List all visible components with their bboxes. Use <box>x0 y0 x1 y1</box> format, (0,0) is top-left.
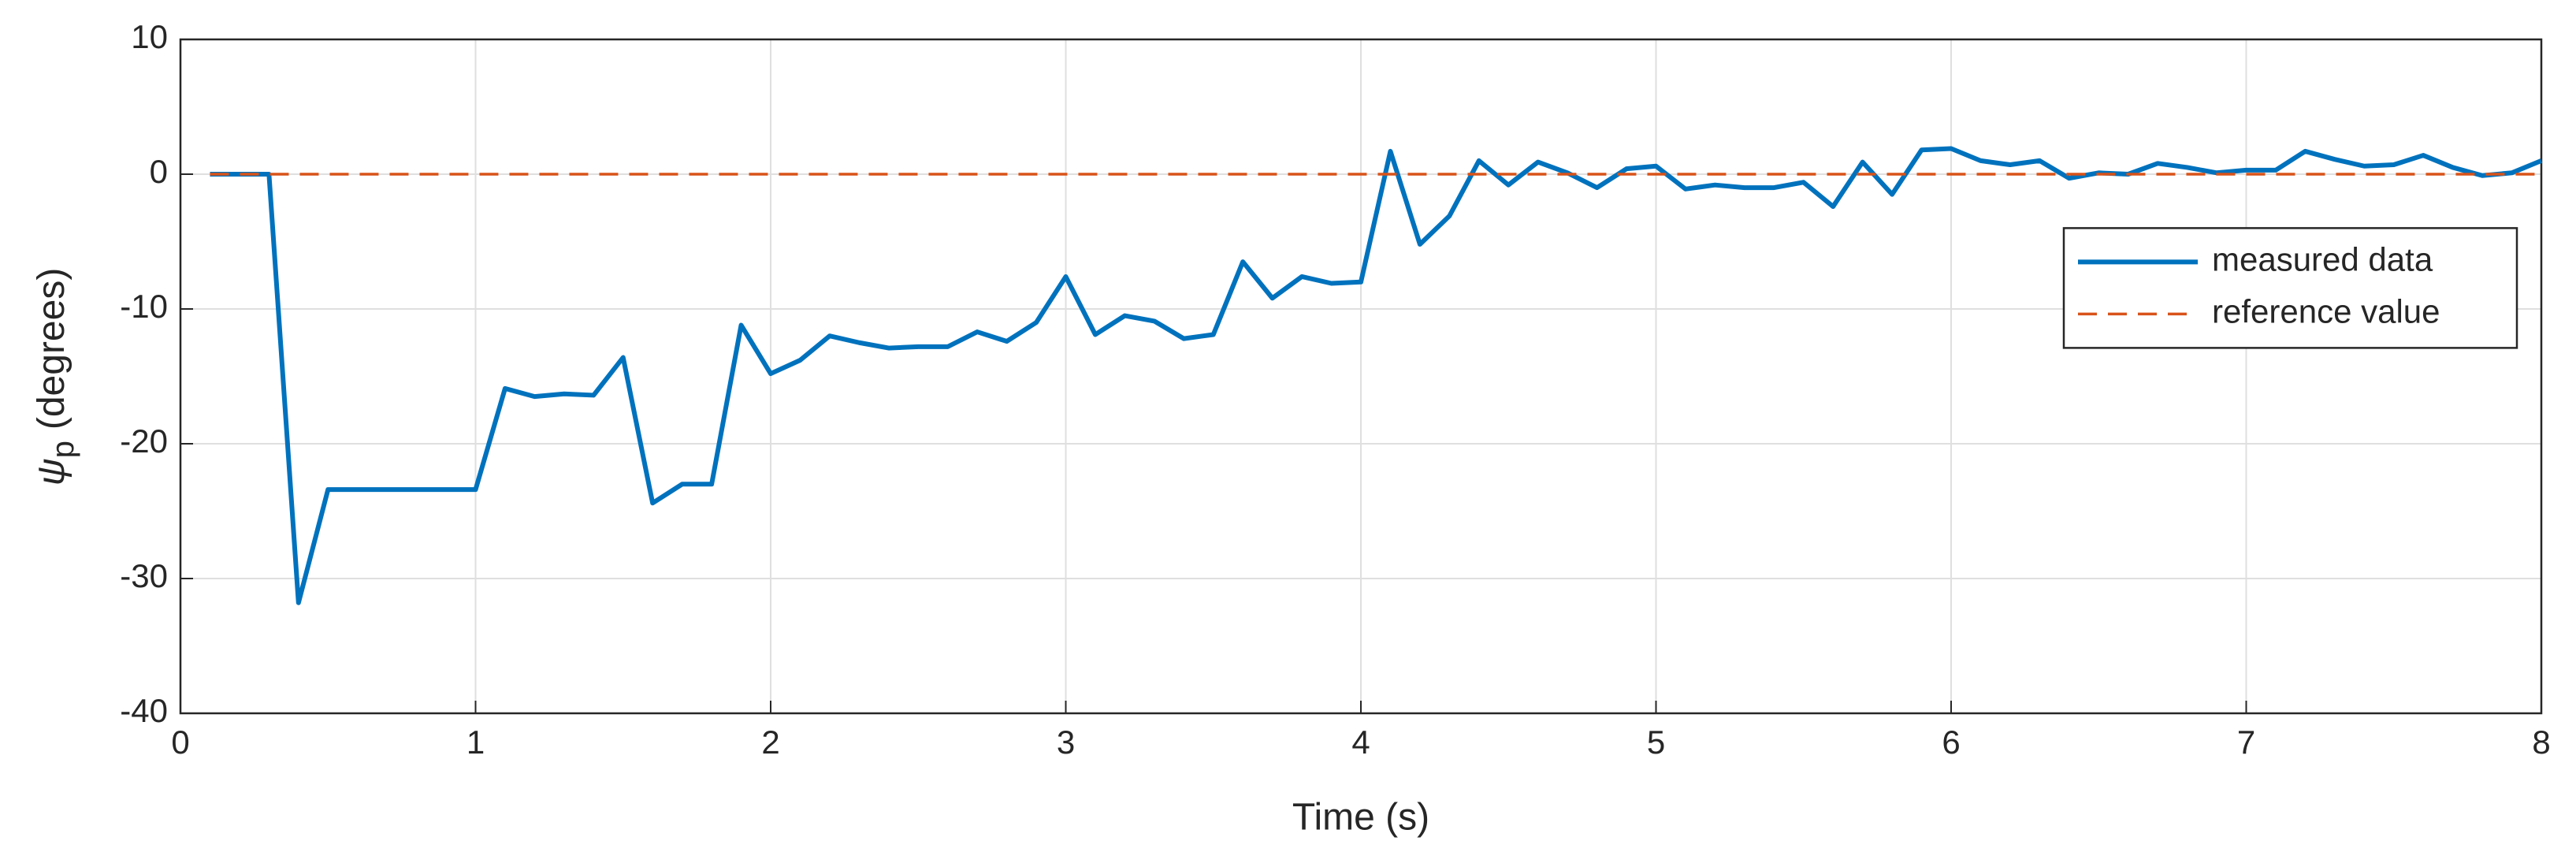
series-line <box>210 146 2543 605</box>
y-axis-unit: (degrees) <box>31 268 72 430</box>
y-axis-label-group: ψp (degrees) <box>31 268 80 486</box>
y-tick-label: -20 <box>120 422 168 460</box>
legend-box <box>2062 227 2518 349</box>
x-tick-label: 4 <box>1351 724 1370 761</box>
x-axis-label: Time (s) <box>1292 797 1429 839</box>
x-tick-label: 1 <box>467 724 485 761</box>
x-tick-label: 2 <box>761 724 779 761</box>
y-axis-subscript: p <box>46 441 80 458</box>
legend-label: measured data <box>2212 240 2433 277</box>
legend-label: reference value <box>2212 292 2440 329</box>
y-tick-label: -40 <box>120 692 168 729</box>
legend: measured data reference value <box>2062 227 2518 349</box>
plot-frame <box>179 38 2543 715</box>
y-tick-label: -30 <box>120 557 168 594</box>
x-tick-label: 0 <box>171 724 189 761</box>
y-tick-label: 0 <box>150 153 168 190</box>
x-tick-label: 3 <box>1057 724 1075 761</box>
x-tick-label: 5 <box>1647 724 1665 761</box>
x-tick-label: 6 <box>1942 724 1960 761</box>
x-tick-label: 7 <box>2237 724 2255 761</box>
x-tick-label: 8 <box>2532 724 2550 761</box>
y-tick-label: 10 <box>131 18 168 55</box>
y-tick-label: -10 <box>120 288 168 325</box>
y-axis-label: ψp (degrees) <box>31 268 80 486</box>
y-axis-symbol: ψ <box>31 458 72 486</box>
